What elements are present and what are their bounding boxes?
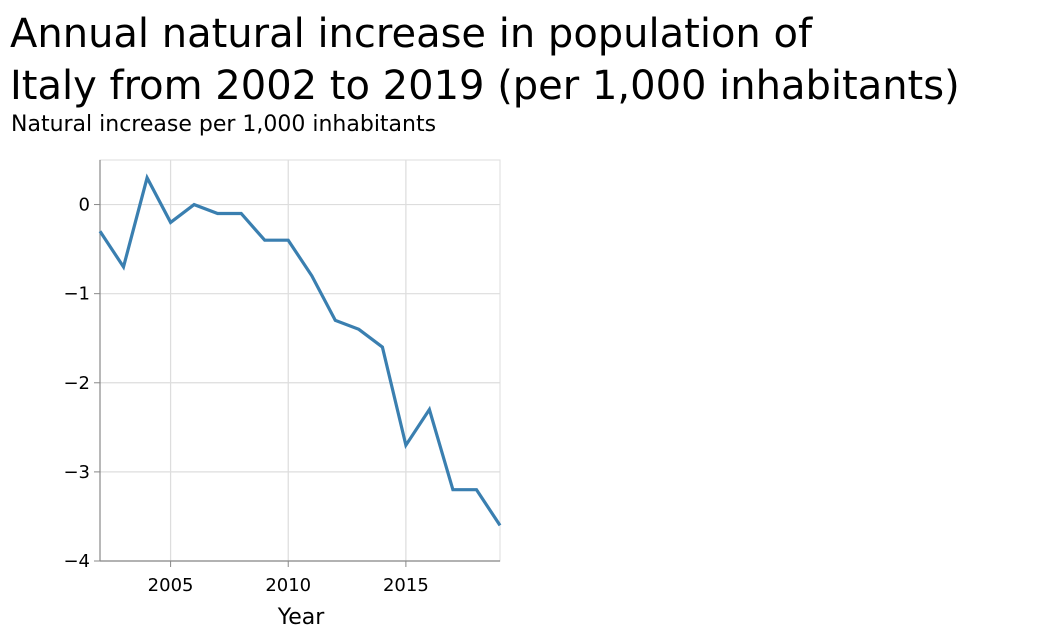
x-tick-label: 2005	[148, 575, 194, 596]
x-tick-label: 2010	[265, 575, 311, 596]
y-tick-label: −1	[63, 284, 90, 305]
y-tick-label: −2	[63, 373, 90, 394]
grid	[99, 159, 501, 562]
series-group	[98, 173, 502, 527]
x-axis-label: Year	[277, 605, 326, 630]
series-line	[98, 173, 502, 527]
y-tick-label: −4	[63, 551, 90, 572]
tick-labels: 2005 2010 2015 0 −1 −2 −3 −4	[63, 195, 428, 596]
plot-frame	[99, 159, 501, 562]
x-tick-label: 2015	[383, 575, 429, 596]
y-tick-label: −3	[63, 462, 90, 483]
axes	[94, 160, 500, 567]
chart-title: Annual natural increase in population of…	[10, 11, 960, 109]
y-tick-label: 0	[79, 195, 90, 216]
y-axis-label: Natural increase per 1,000 inhabitants	[11, 112, 437, 137]
